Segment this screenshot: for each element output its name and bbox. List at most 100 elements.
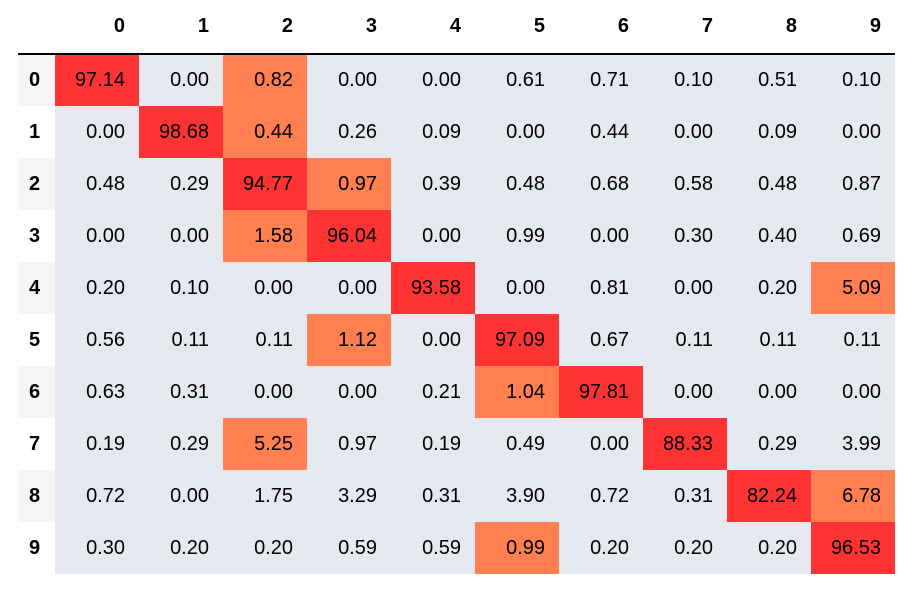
- column-header-4: 4: [391, 0, 475, 55]
- cell-r3-c7: 0.30: [643, 210, 727, 262]
- cell-r1-c8: 0.09: [727, 106, 811, 158]
- column-header-2: 2: [223, 0, 307, 55]
- cell-r2-c5: 0.48: [475, 158, 559, 210]
- cell-r5-c0: 0.56: [55, 314, 139, 366]
- cell-r3-c1: 0.00: [139, 210, 223, 262]
- cell-r0-c5: 0.61: [475, 54, 559, 106]
- cell-r1-c4: 0.09: [391, 106, 475, 158]
- column-header-0: 0: [55, 0, 139, 55]
- cell-r4-c9: 5.09: [811, 262, 895, 314]
- cell-r4-c2: 0.00: [223, 262, 307, 314]
- cell-r9-c5: 0.99: [475, 522, 559, 574]
- cell-r3-c2: 1.58: [223, 210, 307, 262]
- cell-r2-c4: 0.39: [391, 158, 475, 210]
- cell-r3-c9: 0.69: [811, 210, 895, 262]
- cell-r2-c1: 0.29: [139, 158, 223, 210]
- cell-r8-c5: 3.90: [475, 470, 559, 522]
- cell-r5-c9: 0.11: [811, 314, 895, 366]
- cell-r2-c3: 0.97: [307, 158, 391, 210]
- column-header-6: 6: [559, 0, 643, 55]
- row-header-5: 5: [18, 314, 55, 366]
- row-header-3: 3: [18, 210, 55, 262]
- table-row: 0 97.14 0.00 0.82 0.00 0.00 0.61 0.71 0.10 0.51 0.…: [18, 54, 895, 106]
- cell-r5-c3: 1.12: [307, 314, 391, 366]
- cell-r5-c2: 0.11: [223, 314, 307, 366]
- cell-r3-c0: 0.00: [55, 210, 139, 262]
- row-header-6: 6: [18, 366, 55, 418]
- column-header-3: 3: [307, 0, 391, 55]
- cell-r2-c6: 0.68: [559, 158, 643, 210]
- cell-r0-c3: 0.00: [307, 54, 391, 106]
- table-row: 2 0.48 0.29 94.77 0.97 0.39 0.48 0.68 0.58 0.48 0.…: [18, 158, 895, 210]
- cell-r6-c3: 0.00: [307, 366, 391, 418]
- table-row: 9 0.30 0.20 0.20 0.59 0.59 0.99 0.20 0.20 0.20 96.…: [18, 522, 895, 574]
- cell-r9-c1: 0.20: [139, 522, 223, 574]
- row-header-9: 9: [18, 522, 55, 574]
- table-row: 3 0.00 0.00 1.58 96.04 0.00 0.99 0.00 0.30 0.40 0.…: [18, 210, 895, 262]
- cell-r0-c0: 97.14: [55, 54, 139, 106]
- cell-r4-c5: 0.00: [475, 262, 559, 314]
- cell-r9-c2: 0.20: [223, 522, 307, 574]
- cell-r1-c1: 98.68: [139, 106, 223, 158]
- cell-r4-c7: 0.00: [643, 262, 727, 314]
- cell-r3-c8: 0.40: [727, 210, 811, 262]
- cell-r0-c9: 0.10: [811, 54, 895, 106]
- cell-r1-c5: 0.00: [475, 106, 559, 158]
- cell-r3-c4: 0.00: [391, 210, 475, 262]
- cell-r2-c0: 0.48: [55, 158, 139, 210]
- corner-cell: [18, 0, 55, 55]
- cell-r4-c8: 0.20: [727, 262, 811, 314]
- cell-r7-c9: 3.99: [811, 418, 895, 470]
- cell-r7-c4: 0.19: [391, 418, 475, 470]
- cell-r7-c6: 0.00: [559, 418, 643, 470]
- cell-r7-c7: 88.33: [643, 418, 727, 470]
- cell-r1-c9: 0.00: [811, 106, 895, 158]
- cell-r8-c0: 0.72: [55, 470, 139, 522]
- cell-r8-c2: 1.75: [223, 470, 307, 522]
- cell-r2-c7: 0.58: [643, 158, 727, 210]
- cell-r0-c1: 0.00: [139, 54, 223, 106]
- cell-r6-c0: 0.63: [55, 366, 139, 418]
- cell-r6-c2: 0.00: [223, 366, 307, 418]
- row-header-0: 0: [18, 54, 55, 106]
- cell-r4-c4: 93.58: [391, 262, 475, 314]
- cell-r8-c6: 0.72: [559, 470, 643, 522]
- cell-r5-c1: 0.11: [139, 314, 223, 366]
- cell-r8-c1: 0.00: [139, 470, 223, 522]
- cell-r4-c6: 0.81: [559, 262, 643, 314]
- cell-r7-c2: 5.25: [223, 418, 307, 470]
- cell-r8-c7: 0.31: [643, 470, 727, 522]
- cell-r9-c3: 0.59: [307, 522, 391, 574]
- cell-r0-c6: 0.71: [559, 54, 643, 106]
- column-header-7: 7: [643, 0, 727, 55]
- row-header-8: 8: [18, 470, 55, 522]
- cell-r7-c3: 0.97: [307, 418, 391, 470]
- cell-r6-c8: 0.00: [727, 366, 811, 418]
- matrix-body: 0 97.14 0.00 0.82 0.00 0.00 0.61 0.71 0.10 0.51 0.…: [18, 54, 895, 574]
- row-header-4: 4: [18, 262, 55, 314]
- cell-r7-c8: 0.29: [727, 418, 811, 470]
- cell-r9-c7: 0.20: [643, 522, 727, 574]
- cell-r6-c7: 0.00: [643, 366, 727, 418]
- table-row: 8 0.72 0.00 1.75 3.29 0.31 3.90 0.72 0.31 82.24 6.…: [18, 470, 895, 522]
- cell-r8-c8: 82.24: [727, 470, 811, 522]
- cell-r4-c1: 0.10: [139, 262, 223, 314]
- table-row: 1 0.00 98.68 0.44 0.26 0.09 0.00 0.44 0.00 0.09 0.…: [18, 106, 895, 158]
- cell-r8-c4: 0.31: [391, 470, 475, 522]
- table-row: 7 0.19 0.29 5.25 0.97 0.19 0.49 0.00 88.33 0.29 3.…: [18, 418, 895, 470]
- cell-r5-c8: 0.11: [727, 314, 811, 366]
- cell-r5-c4: 0.00: [391, 314, 475, 366]
- cell-r1-c7: 0.00: [643, 106, 727, 158]
- cell-r0-c4: 0.00: [391, 54, 475, 106]
- cell-r0-c7: 0.10: [643, 54, 727, 106]
- cell-r2-c9: 0.87: [811, 158, 895, 210]
- cell-r9-c4: 0.59: [391, 522, 475, 574]
- cell-r8-c9: 6.78: [811, 470, 895, 522]
- row-header-2: 2: [18, 158, 55, 210]
- cell-r5-c6: 0.67: [559, 314, 643, 366]
- cell-r5-c7: 0.11: [643, 314, 727, 366]
- table-row: 5 0.56 0.11 0.11 1.12 0.00 97.09 0.67 0.11 0.11 0.…: [18, 314, 895, 366]
- cell-r0-c2: 0.82: [223, 54, 307, 106]
- cell-r4-c3: 0.00: [307, 262, 391, 314]
